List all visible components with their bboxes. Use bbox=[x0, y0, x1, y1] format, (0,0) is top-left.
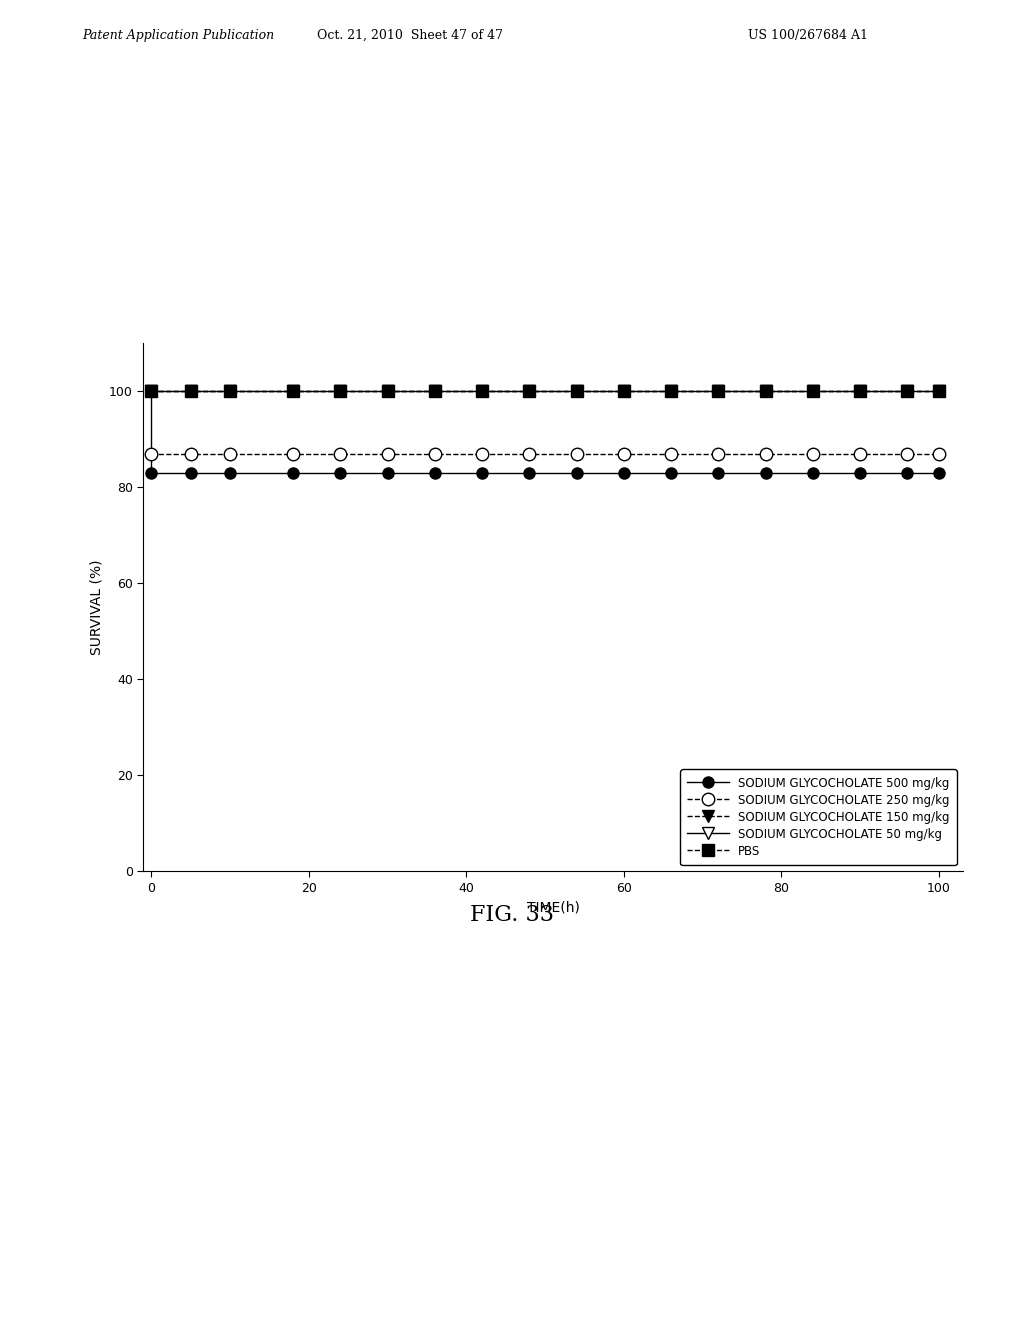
Text: US 100/267684 A1: US 100/267684 A1 bbox=[748, 29, 867, 42]
Text: Oct. 21, 2010  Sheet 47 of 47: Oct. 21, 2010 Sheet 47 of 47 bbox=[316, 29, 503, 42]
Legend: SODIUM GLYCOCHOLATE 500 mg/kg, SODIUM GLYCOCHOLATE 250 mg/kg, SODIUM GLYCOCHOLAT: SODIUM GLYCOCHOLATE 500 mg/kg, SODIUM GL… bbox=[680, 770, 956, 866]
X-axis label: TIME(h): TIME(h) bbox=[526, 900, 580, 915]
Y-axis label: SURVIVAL (%): SURVIVAL (%) bbox=[89, 560, 103, 655]
Text: FIG. 33: FIG. 33 bbox=[470, 904, 554, 927]
Text: Patent Application Publication: Patent Application Publication bbox=[82, 29, 274, 42]
